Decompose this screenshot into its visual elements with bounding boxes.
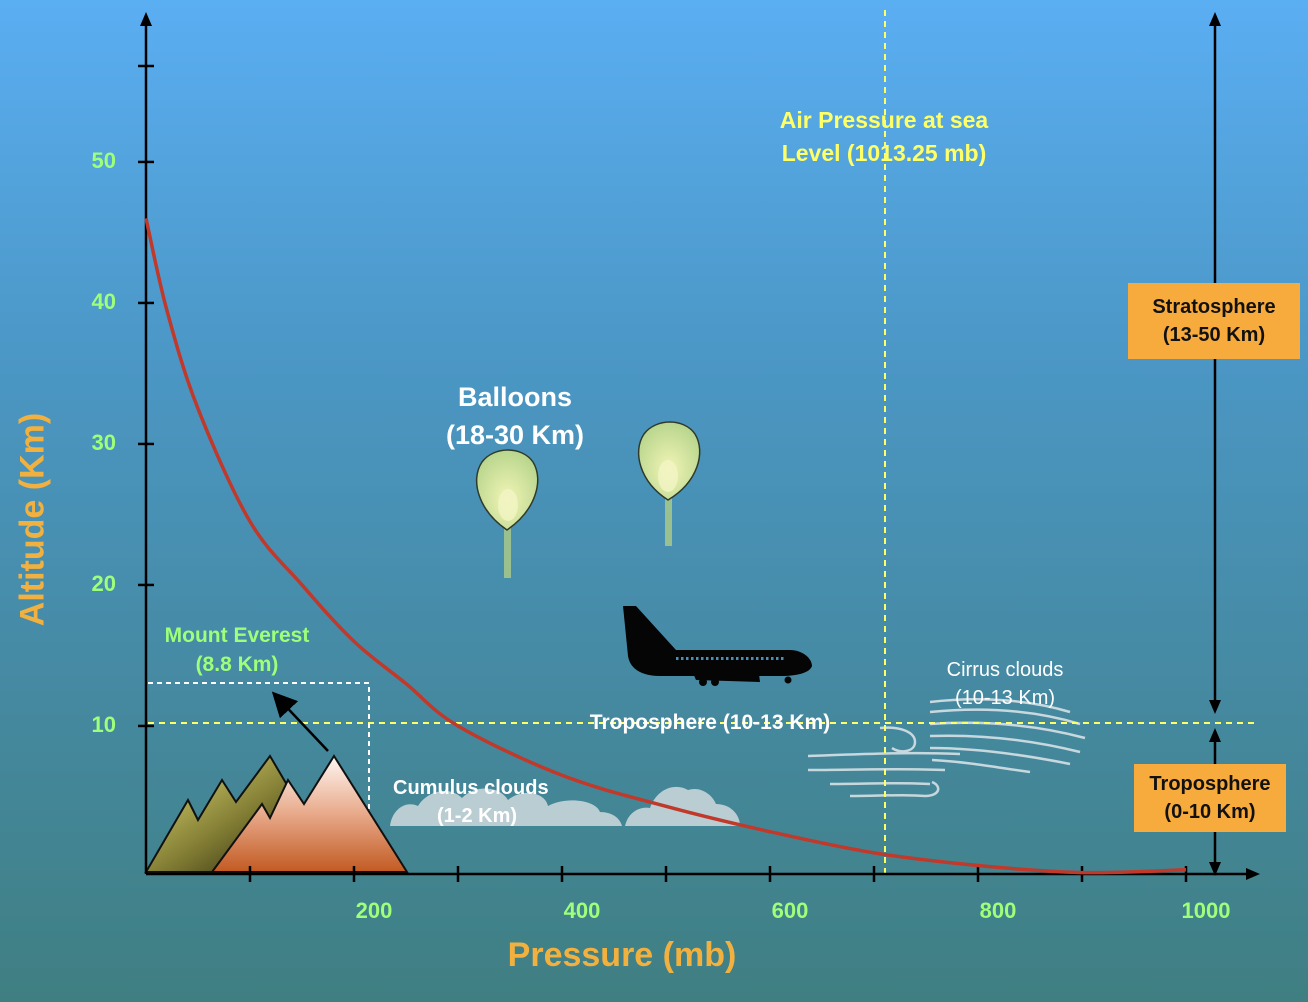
x-axis-title: Pressure (mb) — [507, 936, 737, 974]
balloons-label-line2: (18-30 Km) — [445, 420, 585, 450]
pressure-altitude-curve — [144, 217, 1187, 875]
cumulus-label: Cumulus clouds (1-2 Km) — [385, 774, 585, 830]
balloon-icon — [637, 421, 701, 546]
everest-height-bracket — [148, 682, 370, 874]
airplane-window — [696, 657, 699, 660]
mountains-icon — [144, 754, 409, 873]
y-tick-label: 30 — [91, 429, 116, 455]
airplane-window — [731, 657, 734, 660]
y-tick-label: 10 — [91, 711, 116, 737]
sea-level-label-line2: Level (1013.25 mb) — [781, 140, 987, 166]
troposphere-box-line2: (0-10 Km) — [1164, 801, 1256, 823]
x-tick-label: 800 — [979, 898, 1017, 923]
troposphere-line-label: Troposphere (10-13 Km) — [589, 711, 831, 734]
airplane-window — [771, 657, 774, 660]
x-tick-label: 600 — [771, 898, 809, 923]
troposphere-box-line1: Troposphere — [1149, 773, 1271, 795]
everest-label: Mount Everest (8.8 Km) — [132, 621, 342, 679]
cirrus-label-line2: (10-13 Km) — [954, 687, 1056, 709]
everest-label-line1: Mount Everest — [164, 624, 310, 647]
series — [144, 217, 1187, 875]
airplane-window — [701, 657, 704, 660]
cirrus-clouds — [807, 698, 1086, 798]
airplane-window — [721, 657, 724, 660]
arrow-icon — [271, 691, 329, 752]
airplane-window — [706, 657, 709, 660]
stratosphere-box-line1: Stratosphere — [1152, 296, 1276, 318]
cirrus-label: Cirrus clouds (10-13 Km) — [910, 656, 1100, 712]
y-tick-label: 20 — [91, 570, 116, 596]
airplane-window — [716, 657, 719, 660]
airplane-window — [761, 657, 764, 660]
airplane-window — [676, 657, 679, 660]
axes — [138, 12, 1260, 882]
airplane-window — [681, 657, 684, 660]
sea-level-label-line1: Air Pressure at sea — [779, 107, 989, 133]
airplane-window — [741, 657, 744, 660]
airplane-window — [691, 657, 694, 660]
x-tick-label: 1000 — [1181, 898, 1231, 923]
airplane-window — [751, 657, 754, 660]
airplane-window — [726, 657, 729, 660]
sea-level-label: Air Pressure at sea Level (1013.25 mb) — [744, 104, 1024, 170]
everest-label-line2: (8.8 Km) — [195, 653, 279, 676]
airplane-icon — [623, 606, 812, 686]
wind-icon — [929, 698, 1071, 714]
x-tick-label: 200 — [355, 898, 393, 923]
y-tick-label: 40 — [91, 288, 116, 314]
airplane-window — [756, 657, 759, 660]
airplane-window — [746, 657, 749, 660]
stratosphere-box-line2: (13-50 Km) — [1162, 324, 1266, 346]
stratosphere-box: Stratosphere (13-50 Km) — [1128, 283, 1300, 359]
airplane-window — [776, 657, 779, 660]
airplane-window — [736, 657, 739, 660]
balloons-label: Balloons (18-30 Km) — [410, 378, 620, 454]
layer-arrows — [1209, 12, 1221, 876]
balloons-label-line1: Balloons — [457, 382, 572, 412]
cumulus-label-line2: (1-2 Km) — [437, 805, 518, 827]
cirrus-label-line1: Cirrus clouds — [946, 659, 1064, 681]
airplane-window — [711, 657, 714, 660]
y-tick-label: 50 — [91, 147, 116, 173]
airplane-window — [781, 657, 784, 660]
balloon-icon — [475, 449, 539, 578]
cloud-icon — [390, 788, 622, 826]
cumulus-label-line1: Cumulus clouds — [393, 777, 549, 799]
airplane-window — [766, 657, 769, 660]
airplane-window — [686, 657, 689, 660]
troposphere-box: Troposphere (0-10 Km) — [1134, 764, 1286, 832]
x-tick-label: 400 — [563, 898, 601, 923]
y-axis-title: Altitude (Km) — [13, 412, 52, 627]
